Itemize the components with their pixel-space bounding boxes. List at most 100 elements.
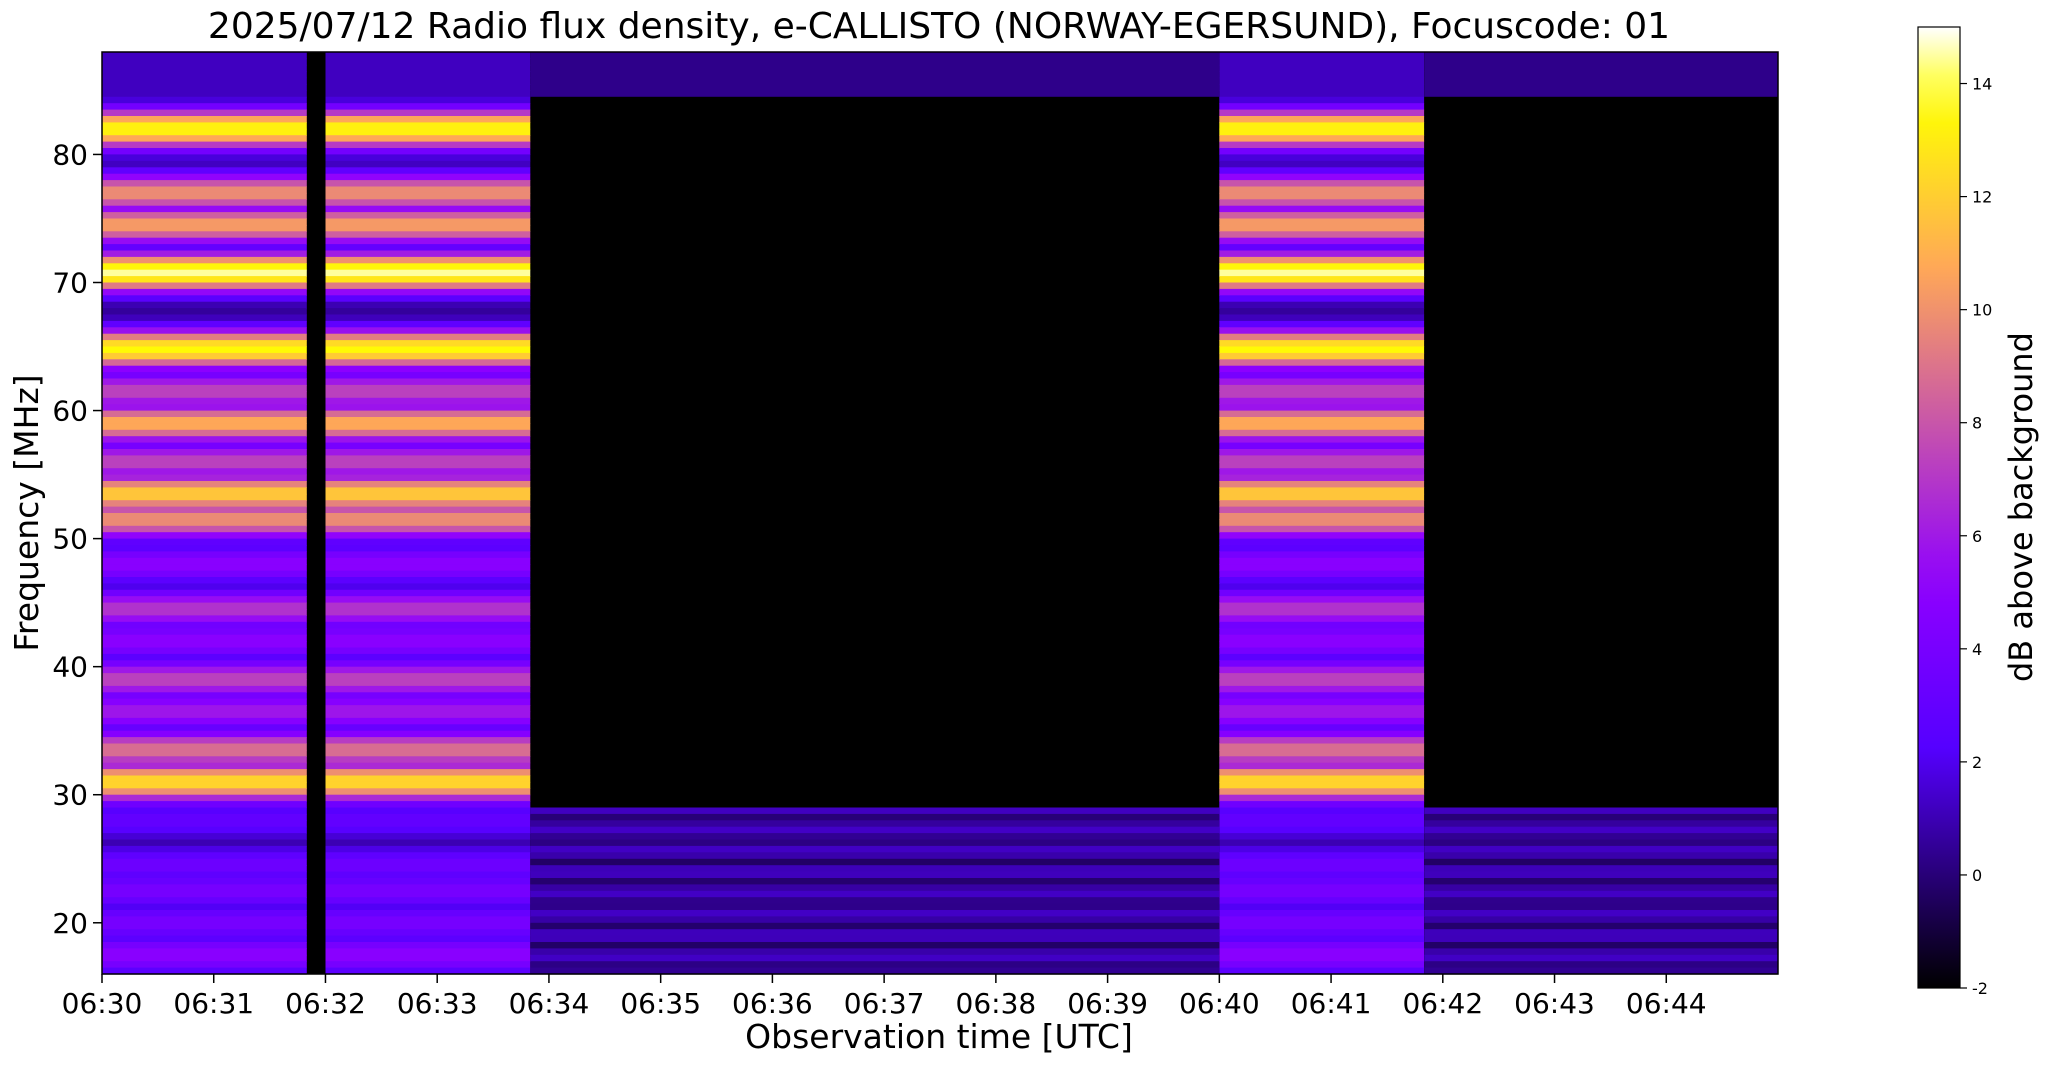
spectrogram-cell (102, 365, 307, 373)
spectrogram-cell (1219, 71, 1425, 79)
spectrogram-cell (1424, 967, 1778, 975)
spectrogram-cell (325, 186, 531, 194)
spectrogram-cell (325, 64, 531, 72)
spectrogram-cell (530, 845, 1220, 853)
x-tick-label: 06:44 (1626, 987, 1707, 1020)
spectrogram-cell (102, 628, 307, 636)
spectrogram-cell (1219, 154, 1425, 162)
spectrogram-cell (530, 878, 1220, 885)
spectrogram-cell (325, 538, 531, 546)
spectrogram-cell (1219, 519, 1425, 527)
spectrogram-cell (102, 801, 307, 809)
spectrogram-cell (1219, 474, 1425, 482)
spectrogram-cell (102, 589, 307, 597)
spectrogram-cell (1219, 263, 1425, 271)
spectrogram-cell (1219, 730, 1425, 738)
spectrogram-cell (1424, 922, 1778, 930)
spectrogram-cell (102, 218, 307, 226)
spectrogram-cell (102, 352, 307, 360)
spectrogram-cell (1219, 942, 1425, 949)
spectrogram-cell (102, 692, 307, 700)
x-tick-label: 06:39 (1067, 987, 1148, 1020)
spectrogram-cell (1219, 922, 1425, 930)
spectrogram-cell (102, 967, 307, 975)
spectrogram-cell (1424, 948, 1778, 956)
spectrogram-cell (530, 807, 1220, 815)
spectrogram-cell (325, 788, 531, 796)
spectrogram-cell (102, 308, 307, 316)
spectrogram-cell (1219, 545, 1425, 552)
spectrogram-cell (1219, 756, 1425, 764)
spectrogram-cell (530, 954, 1220, 962)
spectrogram-cell (102, 378, 307, 386)
spectrogram-cell (102, 327, 307, 335)
spectrogram-cell (1219, 852, 1425, 860)
spectrogram-cell (102, 685, 307, 693)
spectrogram-cell (1219, 173, 1425, 181)
spectrogram-cell (325, 660, 531, 668)
spectrogram-cell (325, 711, 531, 719)
spectrogram-cell (325, 525, 531, 533)
spectrogram-cell (530, 833, 1220, 841)
spectrogram-cell (325, 903, 531, 911)
spectrogram-cell (1219, 692, 1425, 700)
spectrogram-cell (325, 820, 531, 828)
spectrogram-cell (1219, 647, 1425, 655)
spectrogram-cell (102, 148, 307, 155)
spectrogram-cell (102, 807, 307, 815)
spectrogram-cell (1219, 346, 1425, 354)
spectrogram-cell (1219, 628, 1425, 636)
spectrogram-cell (325, 942, 531, 949)
y-tick-label: 80 (52, 138, 88, 171)
spectrogram-cell (1219, 929, 1425, 937)
spectrogram-cell (325, 263, 531, 271)
y-tick-label: 30 (52, 779, 88, 812)
spectrogram-cell (325, 378, 531, 386)
spectrogram-cell (102, 653, 307, 661)
spectrogram-cell (325, 308, 531, 316)
spectrogram-cell (102, 154, 307, 162)
spectrogram-cell (102, 417, 307, 424)
spectrogram-cell (1219, 897, 1425, 905)
spectrogram-cell (102, 577, 307, 584)
x-tick-label: 06:40 (1179, 987, 1260, 1020)
spectrogram-cell (530, 871, 1220, 879)
spectrogram-cell (1219, 282, 1425, 290)
spectrogram-cell (102, 314, 307, 322)
x-axis-label: Observation time [UTC] (745, 1017, 1133, 1056)
spectrogram-cell (325, 935, 531, 943)
spectrogram-cell (1219, 455, 1425, 463)
spectrogram-cell (1219, 314, 1425, 322)
spectrogram-cell (1424, 935, 1778, 943)
spectrogram-cell (325, 449, 531, 456)
spectrogram-cell (102, 724, 307, 732)
spectrogram-cell (325, 749, 531, 757)
spectrogram-cell (102, 839, 307, 847)
spectrogram-cell (1219, 858, 1425, 866)
spectrogram-cell (1219, 615, 1425, 623)
spectrogram-cell (325, 384, 531, 392)
spectrogram-cell (1219, 449, 1425, 456)
spectrogram-cell (102, 404, 307, 412)
spectrogram-cell (1219, 327, 1425, 335)
spectrogram-cell (102, 212, 307, 220)
spectrogram-cell (530, 820, 1220, 828)
spectrogram-cell (1424, 820, 1778, 828)
spectrogram-cell (1219, 148, 1425, 155)
spectrogram-cell (1219, 845, 1425, 853)
spectrogram-cell (1219, 90, 1425, 98)
spectrogram-cell (102, 826, 307, 834)
x-tick-label: 06:33 (397, 987, 478, 1020)
spectrogram-cell (325, 897, 531, 905)
spectrogram-cell (1219, 577, 1425, 584)
spectrogram-cell (102, 673, 307, 681)
spectrogram-cell (1219, 167, 1425, 175)
spectrogram-cell (325, 141, 531, 149)
spectrogram-cell (530, 813, 1220, 821)
spectrogram-cell (1219, 948, 1425, 956)
spectrogram-cell (102, 942, 307, 949)
spectrogram-cell (1219, 333, 1425, 341)
spectrogram-cell (1219, 58, 1425, 66)
spectrogram-cell (102, 295, 307, 303)
spectrogram-cell (325, 192, 531, 200)
